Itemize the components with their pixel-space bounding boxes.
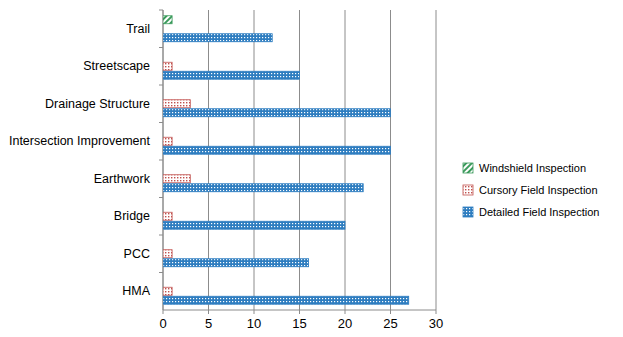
bar <box>163 137 172 145</box>
bar <box>163 146 391 154</box>
tick-label: 25 <box>383 316 397 331</box>
tick-mark <box>390 310 391 314</box>
bar <box>163 184 363 192</box>
bar <box>163 25 164 33</box>
bar <box>163 241 164 249</box>
bar <box>163 128 164 136</box>
tick-mark <box>254 310 255 314</box>
bar <box>163 221 345 229</box>
legend-swatch <box>463 163 473 173</box>
category-tick <box>159 272 163 273</box>
bar <box>163 16 172 24</box>
x-axis <box>163 310 436 311</box>
category-tick <box>159 122 163 123</box>
category-tick <box>159 85 163 86</box>
category-label: Trail <box>126 22 150 36</box>
legend-swatch <box>463 207 473 217</box>
bar <box>163 34 272 42</box>
category-label: Streetscape <box>83 59 150 73</box>
bar <box>163 250 172 258</box>
tick-mark <box>345 310 346 314</box>
legend-label: Detailed Field Inspection <box>479 206 599 218</box>
category-tick <box>159 47 163 48</box>
category-tick <box>159 235 163 236</box>
bar <box>163 296 409 304</box>
legend-label: Windshield Inspection <box>479 162 586 174</box>
tick-label: 5 <box>205 316 212 331</box>
category-label: Bridge <box>114 209 150 223</box>
bar <box>163 259 309 267</box>
grid-line <box>390 10 391 310</box>
tick-label: 15 <box>292 316 306 331</box>
category-label: PCC <box>124 247 150 261</box>
bar <box>163 175 190 183</box>
legend-label: Cursory Field Inspection <box>479 184 598 196</box>
bar <box>163 278 164 286</box>
bar <box>163 203 164 211</box>
tick-label: 0 <box>159 316 166 331</box>
category-label: HMA <box>122 284 150 298</box>
grid-line <box>436 10 437 310</box>
bar <box>163 91 164 99</box>
category-label: Drainage Structure <box>45 97 150 111</box>
bar <box>163 62 172 70</box>
category-tick <box>159 160 163 161</box>
category-label: Intersection Improvement <box>9 134 151 148</box>
bar <box>163 109 391 117</box>
bar <box>163 71 300 79</box>
tick-mark <box>299 310 300 314</box>
bar <box>163 53 164 61</box>
category-tick <box>159 10 163 11</box>
grid-line <box>345 10 346 310</box>
tick-mark <box>163 310 164 314</box>
bar <box>163 287 172 295</box>
tick-mark <box>436 310 437 314</box>
tick-label: 20 <box>338 316 352 331</box>
tick-label: 10 <box>247 316 261 331</box>
category-label: Earthwork <box>94 172 151 186</box>
tick-mark <box>208 310 209 314</box>
bar <box>163 212 172 220</box>
legend-swatch <box>463 185 473 195</box>
bars <box>163 16 409 305</box>
bar <box>163 166 164 174</box>
chart: 0 5 10 15 20 25 30 HMA PCC Bridge Earthwork Interse… <box>0 0 623 337</box>
bar <box>163 100 190 108</box>
category-tick <box>159 197 163 198</box>
tick-label: 30 <box>429 316 443 331</box>
